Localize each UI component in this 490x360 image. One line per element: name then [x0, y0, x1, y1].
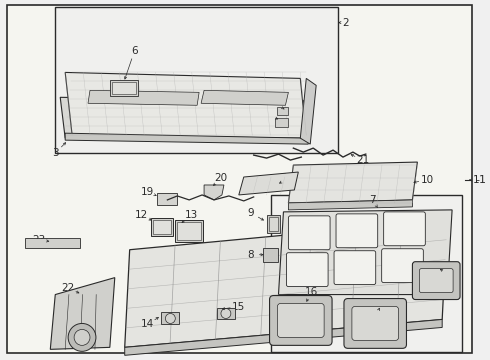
- Bar: [274, 118, 289, 127]
- Text: 2: 2: [343, 18, 349, 28]
- Bar: [177, 222, 201, 240]
- Text: 5: 5: [267, 111, 274, 121]
- Text: 1: 1: [472, 175, 479, 185]
- Bar: [151, 218, 173, 236]
- Bar: [276, 107, 289, 115]
- Bar: [153, 220, 172, 234]
- Polygon shape: [88, 90, 199, 105]
- Text: 11: 11: [282, 173, 295, 183]
- Bar: [112, 82, 136, 94]
- Text: 8: 8: [247, 250, 254, 260]
- Text: 21: 21: [356, 155, 369, 165]
- Text: 17: 17: [369, 312, 382, 323]
- Circle shape: [68, 323, 96, 351]
- Text: 4: 4: [273, 99, 280, 109]
- Text: 15: 15: [232, 302, 245, 311]
- Text: 16: 16: [305, 287, 318, 297]
- Bar: [157, 193, 177, 205]
- FancyBboxPatch shape: [277, 303, 324, 337]
- Bar: [110, 80, 138, 96]
- Text: 19: 19: [141, 187, 154, 197]
- Polygon shape: [289, 200, 413, 210]
- Text: 6: 6: [131, 45, 138, 55]
- Polygon shape: [239, 172, 298, 195]
- Bar: [263, 248, 278, 262]
- Text: 13: 13: [185, 210, 198, 220]
- Text: 23: 23: [32, 235, 45, 245]
- Polygon shape: [125, 319, 442, 355]
- Bar: [217, 307, 235, 319]
- Text: 3: 3: [52, 148, 59, 158]
- Circle shape: [74, 329, 90, 345]
- FancyBboxPatch shape: [344, 298, 407, 348]
- Polygon shape: [65, 72, 306, 138]
- Polygon shape: [278, 210, 452, 294]
- Circle shape: [166, 314, 175, 323]
- Text: 7: 7: [369, 195, 376, 205]
- Text: 20: 20: [215, 173, 227, 183]
- Polygon shape: [289, 162, 417, 203]
- Text: 9: 9: [247, 208, 254, 218]
- Text: 12: 12: [135, 210, 148, 220]
- FancyBboxPatch shape: [336, 214, 378, 248]
- Text: 14: 14: [141, 319, 154, 329]
- Text: 10: 10: [421, 175, 434, 185]
- FancyBboxPatch shape: [352, 306, 398, 340]
- Polygon shape: [50, 278, 115, 349]
- Bar: [25, 238, 80, 248]
- Circle shape: [221, 309, 231, 319]
- Bar: [267, 215, 280, 233]
- Bar: [161, 312, 179, 324]
- Bar: [269, 217, 278, 231]
- Bar: [175, 220, 203, 242]
- FancyBboxPatch shape: [287, 253, 328, 287]
- Text: 18: 18: [443, 270, 457, 280]
- Polygon shape: [201, 90, 289, 105]
- FancyBboxPatch shape: [419, 269, 453, 293]
- Polygon shape: [65, 133, 308, 144]
- Bar: [270, 195, 462, 352]
- Text: -1: -1: [476, 175, 487, 185]
- FancyBboxPatch shape: [270, 296, 332, 345]
- Bar: [55, 7, 338, 153]
- Polygon shape: [125, 220, 447, 347]
- FancyBboxPatch shape: [382, 249, 423, 283]
- FancyBboxPatch shape: [413, 262, 460, 300]
- Text: 22: 22: [62, 283, 75, 293]
- FancyBboxPatch shape: [289, 216, 330, 250]
- Polygon shape: [204, 185, 224, 200]
- Polygon shape: [60, 97, 308, 142]
- FancyBboxPatch shape: [334, 251, 376, 285]
- Polygon shape: [300, 78, 316, 144]
- FancyBboxPatch shape: [384, 212, 425, 246]
